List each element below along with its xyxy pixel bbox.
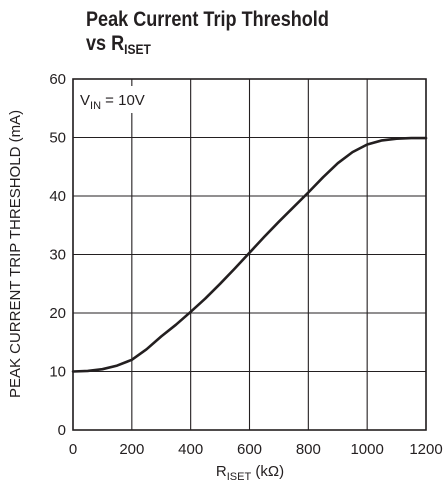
y-tick-labels: 0 10 20 30 40 50 60 (49, 71, 66, 439)
x-tick-label: 800 (296, 441, 321, 458)
x-tick-labels: 0 200 400 600 800 1000 1200 (69, 441, 443, 458)
y-tick-label: 30 (49, 247, 66, 264)
plot-frame (72, 78, 427, 431)
x-tick-label: 1200 (409, 441, 442, 458)
x-tick-label: 0 (69, 441, 77, 458)
x-tick-label: 1000 (350, 441, 383, 458)
y-tick-label: 0 (58, 422, 66, 439)
x-axis-label: RISET (kΩ) (216, 463, 284, 483)
y-tick-label: 20 (49, 305, 66, 322)
chart-title-prefix: vs R (86, 32, 125, 55)
data-line (71, 136, 428, 373)
annotation-bg (75, 86, 169, 113)
x-tick-label: 400 (178, 441, 203, 458)
annotation-vin: VIN = 10V (80, 92, 145, 112)
chart-title-line2: vs RISET (86, 32, 329, 61)
x-tick-label: 600 (237, 441, 262, 458)
y-tick-label: 50 (49, 130, 66, 147)
y-tick-label: 10 (49, 364, 66, 381)
chart-title-subscript: ISET (124, 41, 151, 57)
x-tick-label: 200 (119, 441, 144, 458)
y-tick-label: 60 (49, 71, 66, 88)
chart-title-line1: Peak Current Trip Threshold (86, 8, 329, 31)
y-tick-label: 40 (49, 188, 66, 205)
chart-title: Peak Current Trip Threshold vs RISET (86, 8, 329, 61)
y-axis-label: PEAK CURRENT TRIP THRESHOLD (mA) (7, 110, 24, 398)
